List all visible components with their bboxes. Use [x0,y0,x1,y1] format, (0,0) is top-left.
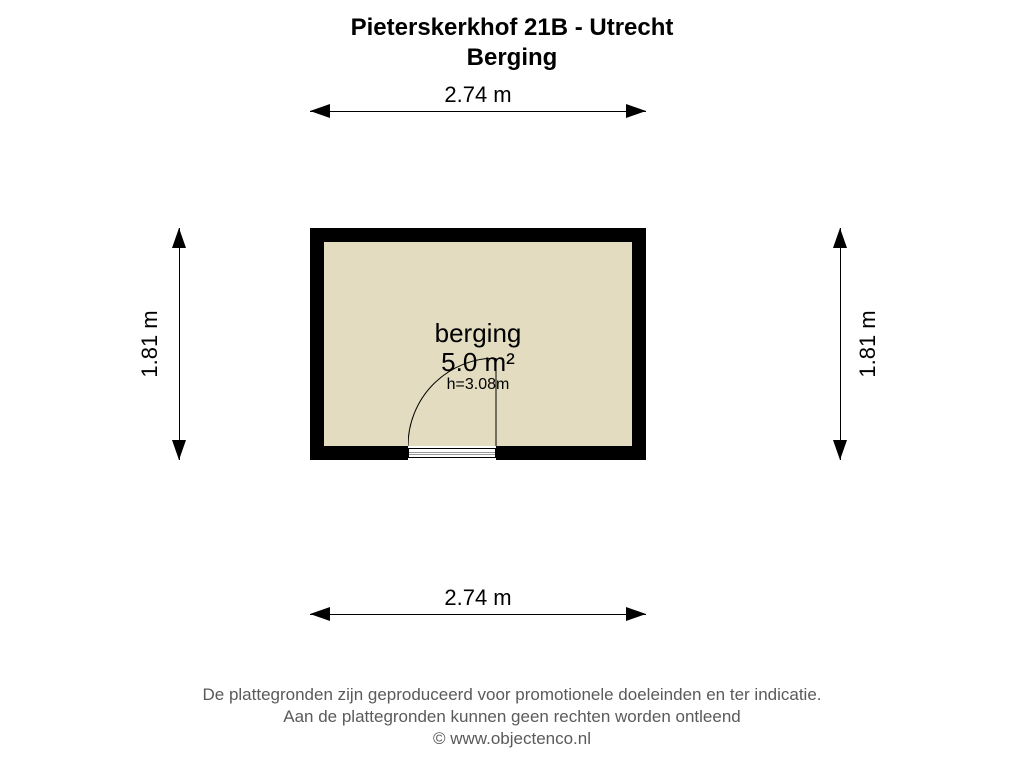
title-address: Pieterskerkhof 21B - Utrecht [0,14,1024,42]
title-block: Pieterskerkhof 21B - Utrecht Berging [0,14,1024,72]
room-name: berging [435,318,522,349]
title-roomtype: Berging [0,44,1024,72]
dim-right-arrow-down [833,440,847,460]
room-height: h=3.08m [435,376,522,394]
footer: De plattegronden zijn geproduceerd voor … [0,684,1024,750]
dim-right-label: 1.81 m [855,310,881,377]
dim-left-arrow-down [172,440,186,460]
footer-line1: De plattegronden zijn geproduceerd voor … [0,684,1024,706]
dim-left-line [179,228,180,460]
dim-bottom-arrow-left [310,607,330,621]
dim-bottom-line [310,614,646,615]
dim-top-line [310,111,646,112]
dim-left-arrow-up [172,228,186,248]
room-label: berging 5.0 m² h=3.08m [435,318,522,394]
room-area: 5.0 m² [435,347,522,378]
dim-bottom-arrow-right [626,607,646,621]
dim-left-label: 1.81 m [137,310,163,377]
door-threshold [408,448,496,458]
dim-right-line [840,228,841,460]
dim-top-arrow-left [310,104,330,118]
dim-top-arrow-right [626,104,646,118]
dim-right-arrow-up [833,228,847,248]
dim-bottom-label: 2.74 m [444,585,511,611]
dim-top-label: 2.74 m [444,82,511,108]
footer-line2: Aan de plattegronden kunnen geen rechten… [0,706,1024,728]
footer-line3: © www.objectenco.nl [0,728,1024,750]
